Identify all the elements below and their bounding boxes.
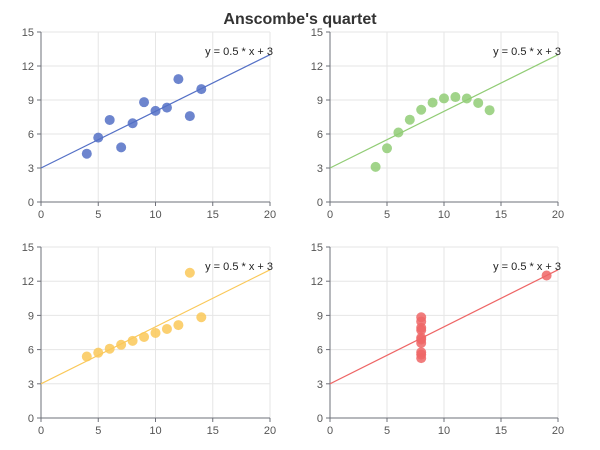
data-point — [139, 97, 150, 108]
fit-line-annotation: y = 0.5 * x + 3 — [493, 261, 561, 273]
x-tick-label: 15 — [207, 425, 219, 437]
data-point — [93, 347, 104, 358]
data-point — [150, 327, 161, 338]
scatter-panel-1: 0 5 10 15 20 0 3 6 9 12 15 y = 0.5 * x + 3 — [22, 27, 276, 221]
fit-line-annotation: y = 0.5 * x + 3 — [493, 46, 561, 58]
data-point — [81, 148, 92, 159]
x-tick-label: 5 — [384, 209, 390, 221]
chart-title: Anscombe's quartet — [223, 11, 377, 28]
y-tick-label: 0 — [28, 197, 34, 209]
y-tick-label: 12 — [22, 61, 34, 73]
x-tick-label: 5 — [95, 209, 101, 221]
data-point — [161, 102, 172, 113]
x-tick-label: 10 — [438, 425, 450, 437]
y-tick-label: 3 — [28, 379, 34, 391]
fit-line — [40, 269, 271, 385]
y-tick-label: 0 — [317, 197, 323, 209]
y-tick-label: 15 — [311, 242, 323, 254]
data-point — [173, 320, 184, 331]
y-tick-label: 15 — [311, 27, 323, 39]
y-tick-label: 9 — [317, 310, 323, 322]
x-tick-label: 0 — [327, 425, 333, 437]
data-point — [370, 161, 381, 172]
x-tick-label: 0 — [327, 209, 333, 221]
data-point — [450, 92, 461, 103]
data-point — [484, 105, 495, 116]
y-tick-label: 9 — [28, 310, 34, 322]
y-tick-label: 6 — [317, 129, 323, 141]
data-point — [127, 335, 138, 346]
x-tick-label: 5 — [384, 425, 390, 437]
x-tick-label: 20 — [264, 425, 276, 437]
fit-line — [329, 269, 559, 385]
x-tick-label: 20 — [552, 209, 564, 221]
data-point — [416, 322, 427, 333]
x-tick-label: 0 — [38, 209, 44, 221]
data-point — [104, 343, 115, 354]
data-point — [150, 105, 161, 116]
x-tick-label: 15 — [495, 209, 507, 221]
scatter-panel-2: 0 5 10 15 20 0 3 6 9 12 15 y = 0.5 * x + 3 — [311, 27, 564, 221]
data-point — [139, 331, 150, 342]
data-point — [382, 143, 392, 154]
data-point — [541, 270, 552, 281]
data-point — [116, 339, 127, 350]
data-point — [416, 349, 427, 360]
scatter-panel-4: 0 5 10 15 20 0 3 6 9 12 15 y = 0.5 * x + 3 — [311, 242, 564, 437]
y-tick-label: 6 — [28, 129, 34, 141]
x-tick-label: 10 — [149, 425, 161, 437]
y-tick-label: 0 — [28, 413, 34, 425]
data-point — [404, 114, 415, 125]
data-point — [104, 114, 115, 125]
y-tick-label: 0 — [317, 413, 323, 425]
x-tick-label: 15 — [495, 425, 507, 437]
data-point — [416, 334, 427, 345]
fit-line-annotation: y = 0.5 * x + 3 — [205, 46, 273, 58]
y-tick-label: 15 — [22, 242, 34, 254]
x-tick-label: 15 — [207, 209, 219, 221]
data-point — [161, 323, 172, 334]
data-point — [461, 93, 472, 104]
data-point — [127, 118, 138, 129]
x-tick-label: 10 — [149, 209, 161, 221]
data-point — [427, 97, 438, 108]
y-tick-label: 3 — [28, 163, 34, 175]
data-point — [173, 74, 184, 85]
y-tick-label: 3 — [317, 379, 323, 391]
data-point — [439, 93, 449, 104]
data-point — [184, 111, 195, 122]
y-tick-label: 6 — [28, 345, 34, 357]
fit-line — [329, 54, 559, 169]
data-point — [416, 104, 427, 115]
x-tick-label: 20 — [552, 425, 564, 437]
y-tick-label: 3 — [317, 163, 323, 175]
x-tick-label: 10 — [438, 209, 450, 221]
data-point — [93, 132, 104, 143]
x-tick-label: 5 — [95, 425, 101, 437]
y-tick-label: 12 — [311, 276, 323, 288]
data-point — [196, 84, 207, 95]
y-tick-label: 9 — [28, 95, 34, 107]
data-point — [116, 142, 127, 153]
data-point — [196, 312, 207, 323]
y-tick-label: 15 — [22, 27, 34, 39]
y-tick-label: 6 — [317, 345, 323, 357]
fit-line-annotation: y = 0.5 * x + 3 — [205, 261, 273, 273]
y-tick-label: 9 — [317, 95, 323, 107]
x-tick-label: 20 — [264, 209, 276, 221]
data-point — [393, 127, 404, 138]
data-point — [473, 97, 484, 108]
scatter-panel-3: 0 5 10 15 20 0 3 6 9 12 15 y = 0.5 * x + 3 — [22, 242, 276, 437]
data-point — [81, 351, 92, 362]
y-tick-label: 12 — [311, 61, 323, 73]
data-point — [184, 267, 195, 278]
y-tick-label: 12 — [22, 276, 34, 288]
x-tick-label: 0 — [38, 425, 44, 437]
